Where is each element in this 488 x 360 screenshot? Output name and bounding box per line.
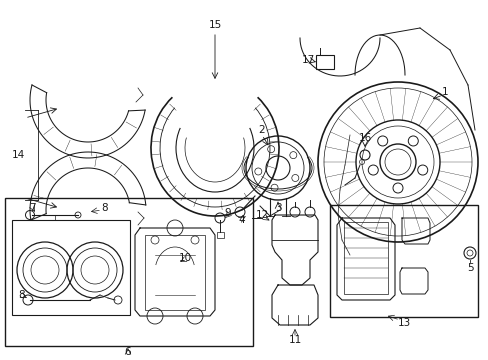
Text: 2: 2 xyxy=(258,125,265,135)
Text: 7: 7 xyxy=(29,203,35,213)
Bar xyxy=(12,220,130,315)
Bar xyxy=(5,198,252,346)
Text: 13: 13 xyxy=(397,318,410,328)
Text: 16: 16 xyxy=(358,133,371,143)
Bar xyxy=(329,205,477,317)
Bar xyxy=(315,55,333,69)
Text: 5: 5 xyxy=(466,263,472,273)
Text: 6: 6 xyxy=(124,347,131,357)
Text: 3: 3 xyxy=(274,203,281,213)
Bar xyxy=(217,232,224,238)
Text: 8: 8 xyxy=(102,203,108,213)
Text: 1: 1 xyxy=(441,87,447,97)
Text: 14: 14 xyxy=(11,150,24,160)
Text: 11: 11 xyxy=(288,335,301,345)
Text: 15: 15 xyxy=(208,20,221,30)
Bar xyxy=(343,222,387,294)
Text: 8: 8 xyxy=(19,290,25,300)
Text: 4: 4 xyxy=(238,215,245,225)
Bar xyxy=(145,235,204,310)
Text: 17: 17 xyxy=(301,55,314,65)
Text: 9: 9 xyxy=(224,208,231,218)
Text: 10: 10 xyxy=(178,253,191,263)
Text: 12: 12 xyxy=(255,210,268,220)
